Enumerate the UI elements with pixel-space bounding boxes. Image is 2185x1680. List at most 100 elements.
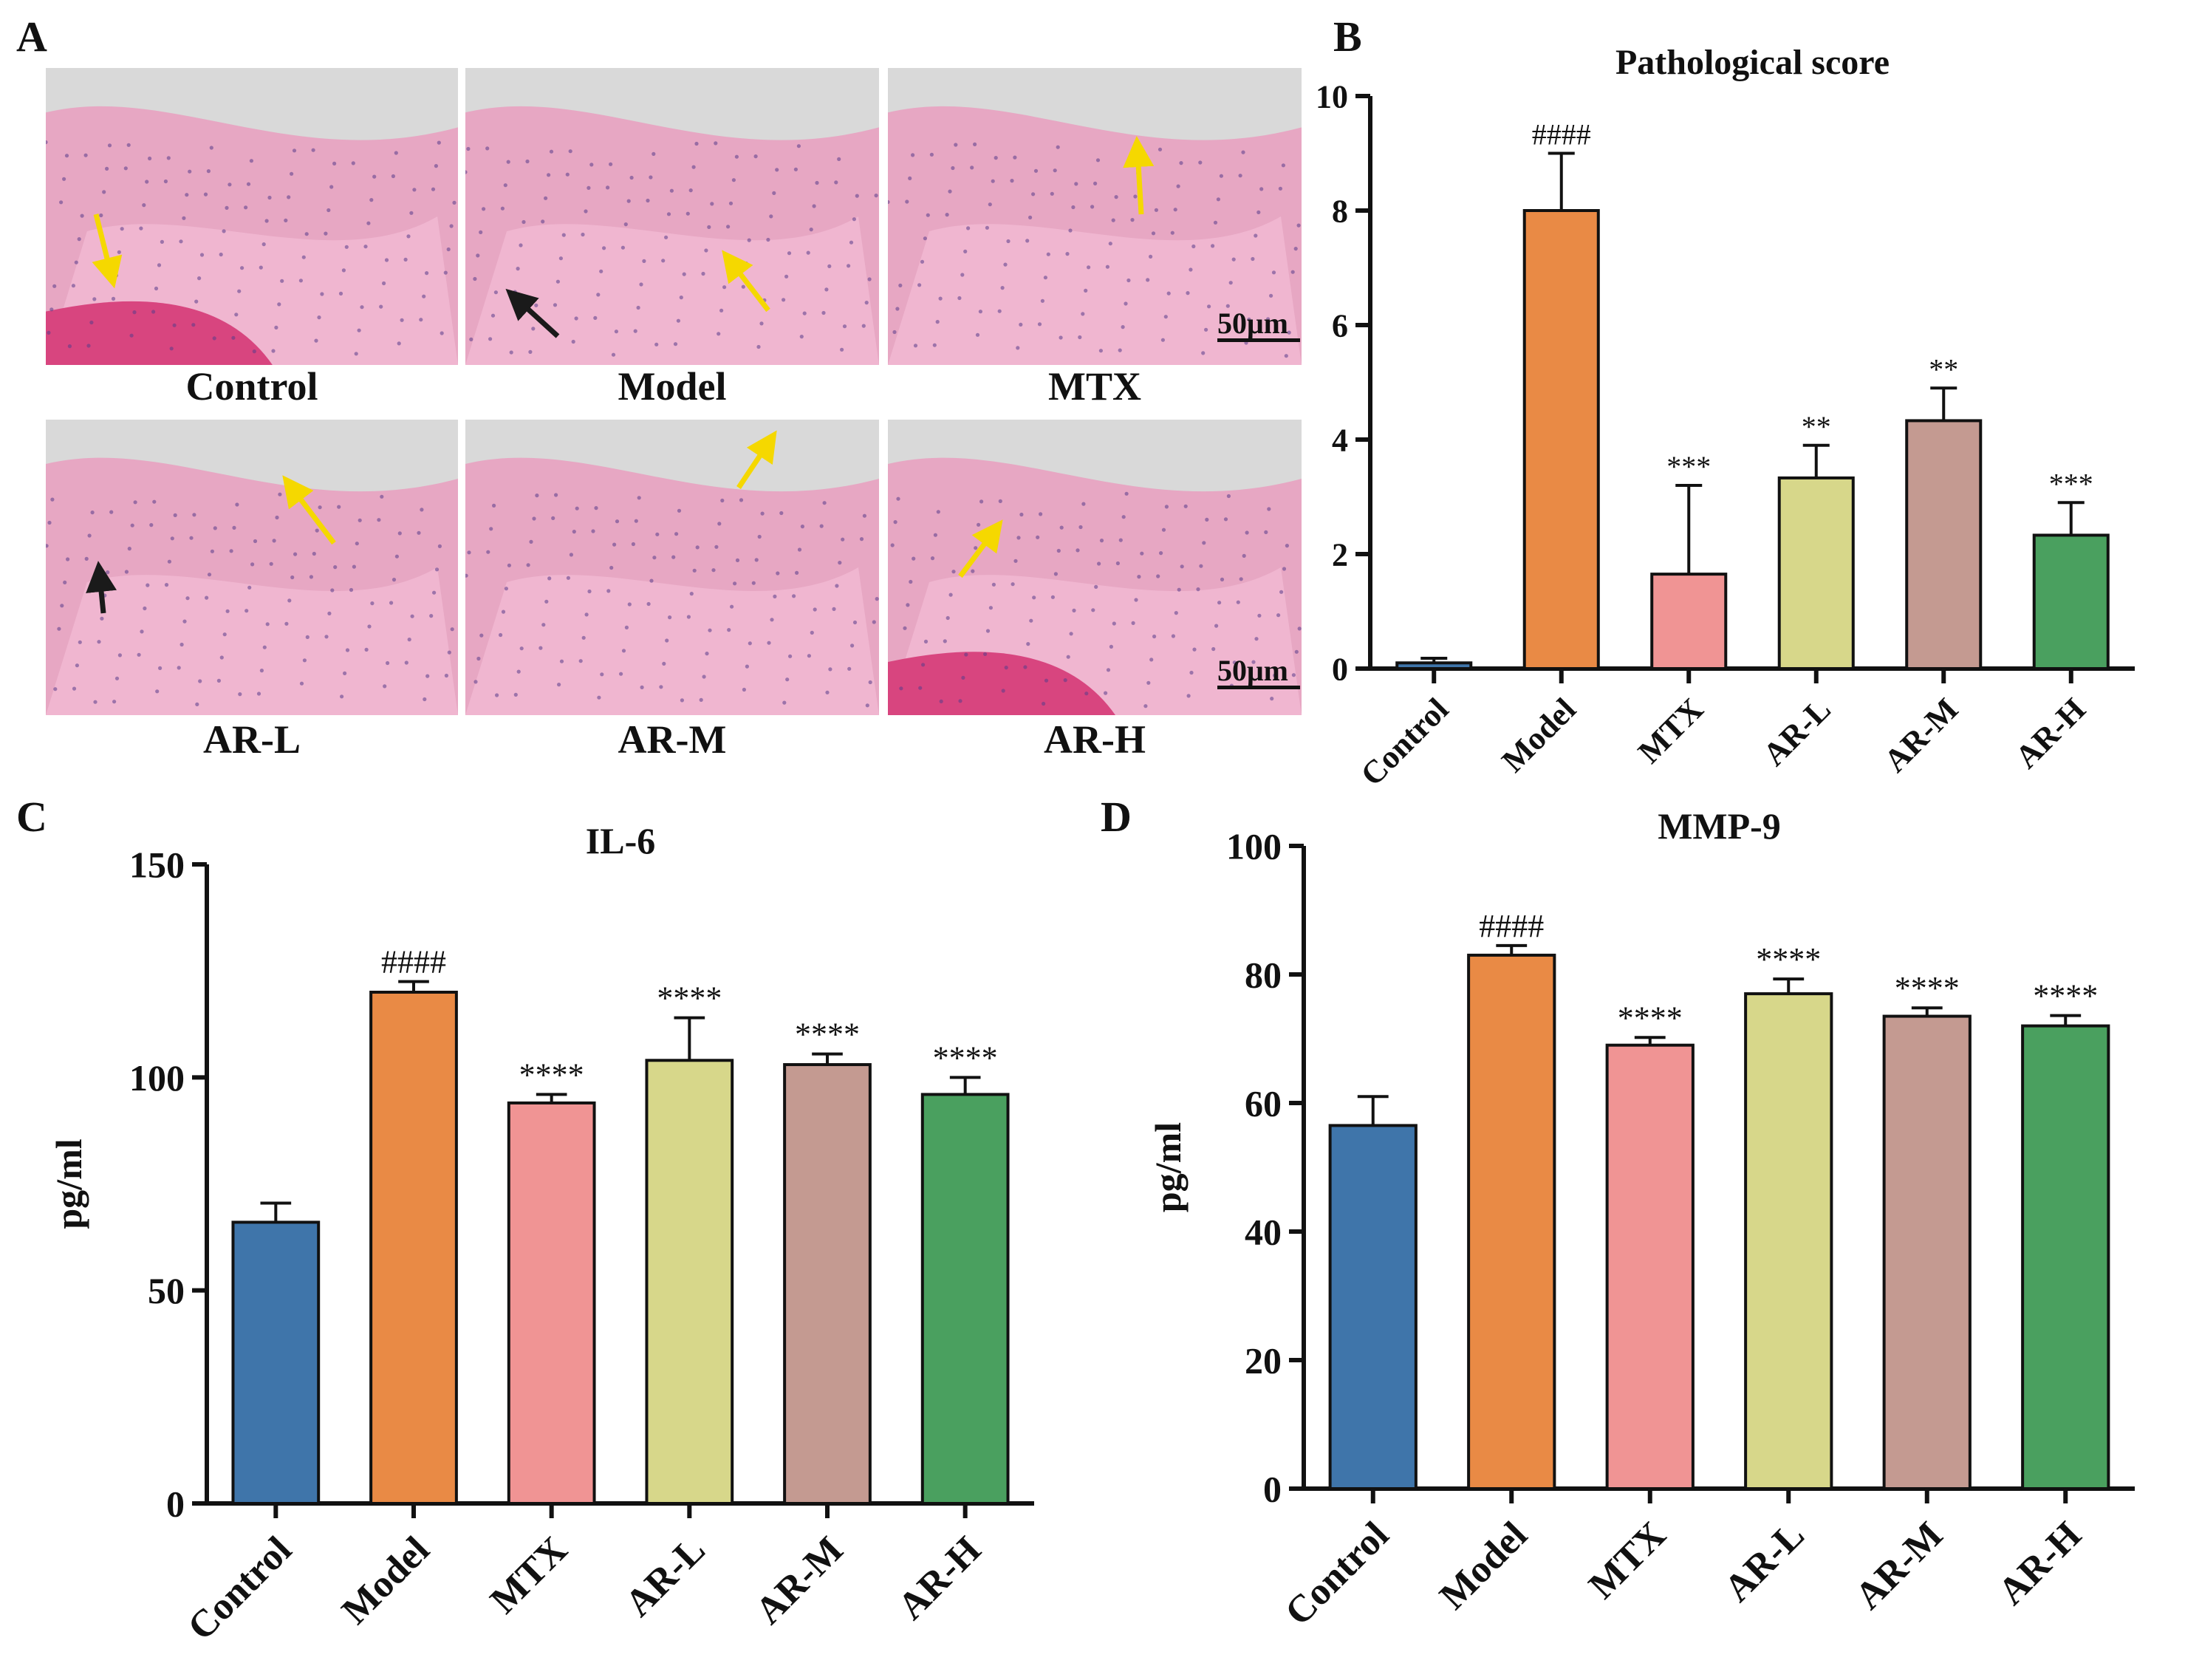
bar-ar-l: [1777, 476, 1855, 670]
chart-title: Pathological score: [1615, 43, 1890, 82]
histology-image-ar-m: [465, 420, 879, 715]
y-tick-label: 6: [1332, 307, 1348, 344]
y-tick-label: 100: [129, 1057, 185, 1099]
significance-label: **: [1929, 352, 1958, 386]
significance-label: **: [1802, 410, 1831, 443]
x-tick-label-ar-m: AR-M: [1847, 1514, 1951, 1617]
x-tick-label-control: Control: [1277, 1514, 1397, 1633]
x-tick-label-ar-l: AR-L: [1756, 691, 1838, 773]
yellow-arrow-icon: [1123, 136, 1155, 215]
chart-title: MMP-9: [1658, 805, 1781, 847]
panel-label-b: B: [1333, 13, 1362, 61]
significance-label: ****: [519, 1056, 584, 1093]
scale-bar: [1217, 686, 1300, 689]
histology-caption-mtx: MTX: [1048, 364, 1141, 409]
x-tick-label-mtx: MTX: [1581, 1514, 1674, 1607]
significance-label: ****: [1895, 970, 1960, 1006]
x-tick-label-ar-l: AR-L: [618, 1529, 714, 1625]
y-tick-label: 150: [129, 844, 185, 886]
histology-caption-control: Control: [185, 364, 318, 409]
il6-chart: IL-6 pg/ml 0 50 100 150 Control #### Model **** MT…: [48, 820, 1034, 1648]
yellow-arrow-icon: [958, 519, 1003, 578]
black-arrow-icon: [86, 561, 117, 614]
x-tick-label-ar-h: AR-H: [1990, 1514, 2089, 1613]
panel-label-c: C: [16, 793, 47, 841]
bar-ar-h: [920, 1093, 1010, 1505]
yellow-arrow-icon: [92, 214, 123, 289]
y-tick-label: 80: [1245, 955, 1282, 996]
y-tick-label: 20: [1245, 1340, 1282, 1382]
x-tick-label-mtx: MTX: [1631, 691, 1710, 770]
bar-model: [1522, 209, 1600, 670]
yellow-arrow-icon: [282, 475, 336, 545]
bar-mtx: [507, 1101, 596, 1505]
histology-caption-model: Model: [618, 364, 727, 409]
black-arrow-icon: [505, 288, 560, 338]
chart-title: IL-6: [586, 820, 655, 861]
significance-label: ****: [795, 1017, 860, 1053]
y-axis-label: pg/ml: [48, 1138, 89, 1229]
bar-control: [1328, 1124, 1418, 1490]
y-tick-label: 60: [1245, 1083, 1282, 1124]
scale-bar-label: 50μm: [1217, 654, 1288, 687]
y-tick-label: 4: [1332, 422, 1348, 458]
histology-arrows: [86, 136, 1155, 614]
significance-label: ####: [1532, 118, 1591, 151]
histology-image-ar-h: [888, 420, 1302, 715]
significance-label: ****: [657, 980, 722, 1017]
bar-control: [231, 1220, 321, 1506]
x-tick-label-control: Control: [180, 1529, 300, 1648]
bar-ar-l: [1744, 992, 1833, 1491]
histology-image-control: [46, 68, 458, 365]
significance-label: ****: [1756, 941, 1821, 977]
panel-label-a: A: [16, 13, 47, 61]
significance-label: ****: [2033, 978, 2098, 1014]
panel-label-d: D: [1101, 793, 1132, 841]
y-tick-label: 0: [166, 1483, 185, 1525]
significance-label: ***: [2049, 467, 2093, 500]
histology-image-ar-l: [46, 420, 458, 715]
y-tick-label: 0: [1263, 1469, 1282, 1510]
scale-bar-label: 50μm: [1217, 307, 1288, 340]
pathological-score-chart: Pathological score 0 2 4 6 8 10 Control #### Mode…: [1316, 43, 2135, 793]
bar-ar-h: [2032, 533, 2110, 670]
x-tick-label-ar-m: AR-M: [748, 1529, 851, 1632]
x-tick-label-ar-m: AR-M: [1877, 691, 1965, 779]
x-tick-label-model: Model: [334, 1529, 437, 1632]
x-tick-label-ar-h: AR-H: [890, 1529, 989, 1628]
histology-caption-ar-l: AR-L: [203, 717, 301, 762]
y-axis-label: pg/ml: [1147, 1122, 1189, 1212]
bar-ar-m: [1905, 419, 1983, 670]
bar-ar-h: [2021, 1024, 2110, 1491]
x-tick-label-model: Model: [1432, 1514, 1535, 1617]
y-tick-label: 100: [1226, 826, 1282, 867]
histology-caption-ar-h: AR-H: [1044, 717, 1146, 762]
histology-caption-ar-m: AR-M: [618, 717, 727, 762]
bar-control: [1395, 661, 1473, 670]
significance-label: ####: [1479, 908, 1544, 944]
yellow-arrow-icon: [722, 250, 770, 313]
bar-mtx: [1605, 1043, 1695, 1490]
significance-label: ####: [381, 944, 446, 980]
histology-image-mtx: [888, 68, 1302, 365]
y-tick-label: 0: [1332, 651, 1348, 687]
x-tick-label-mtx: MTX: [482, 1529, 575, 1622]
scale-bar: [1217, 338, 1300, 342]
x-tick-label-ar-h: AR-H: [2008, 691, 2093, 775]
bar-model: [1467, 953, 1556, 1490]
bar-ar-m: [783, 1063, 872, 1505]
y-tick-label: 8: [1332, 193, 1348, 229]
bar-mtx: [1650, 573, 1728, 670]
y-tick-label: 10: [1316, 78, 1348, 115]
significance-label: ****: [933, 1039, 998, 1076]
yellow-arrow-icon: [736, 430, 777, 489]
x-tick-label-ar-l: AR-L: [1717, 1514, 1813, 1610]
y-tick-label: 50: [148, 1270, 185, 1311]
x-tick-label-model: Model: [1494, 691, 1582, 779]
bar-ar-l: [645, 1059, 734, 1505]
significance-label: ***: [1666, 450, 1711, 483]
y-tick-label: 2: [1332, 536, 1348, 573]
bar-ar-m: [1882, 1014, 1972, 1490]
x-tick-label-control: Control: [1354, 691, 1456, 793]
mmp9-chart: MMP-9 pg/ml 0 20 40 60 80 100 Control #### Model **…: [1147, 805, 2135, 1633]
